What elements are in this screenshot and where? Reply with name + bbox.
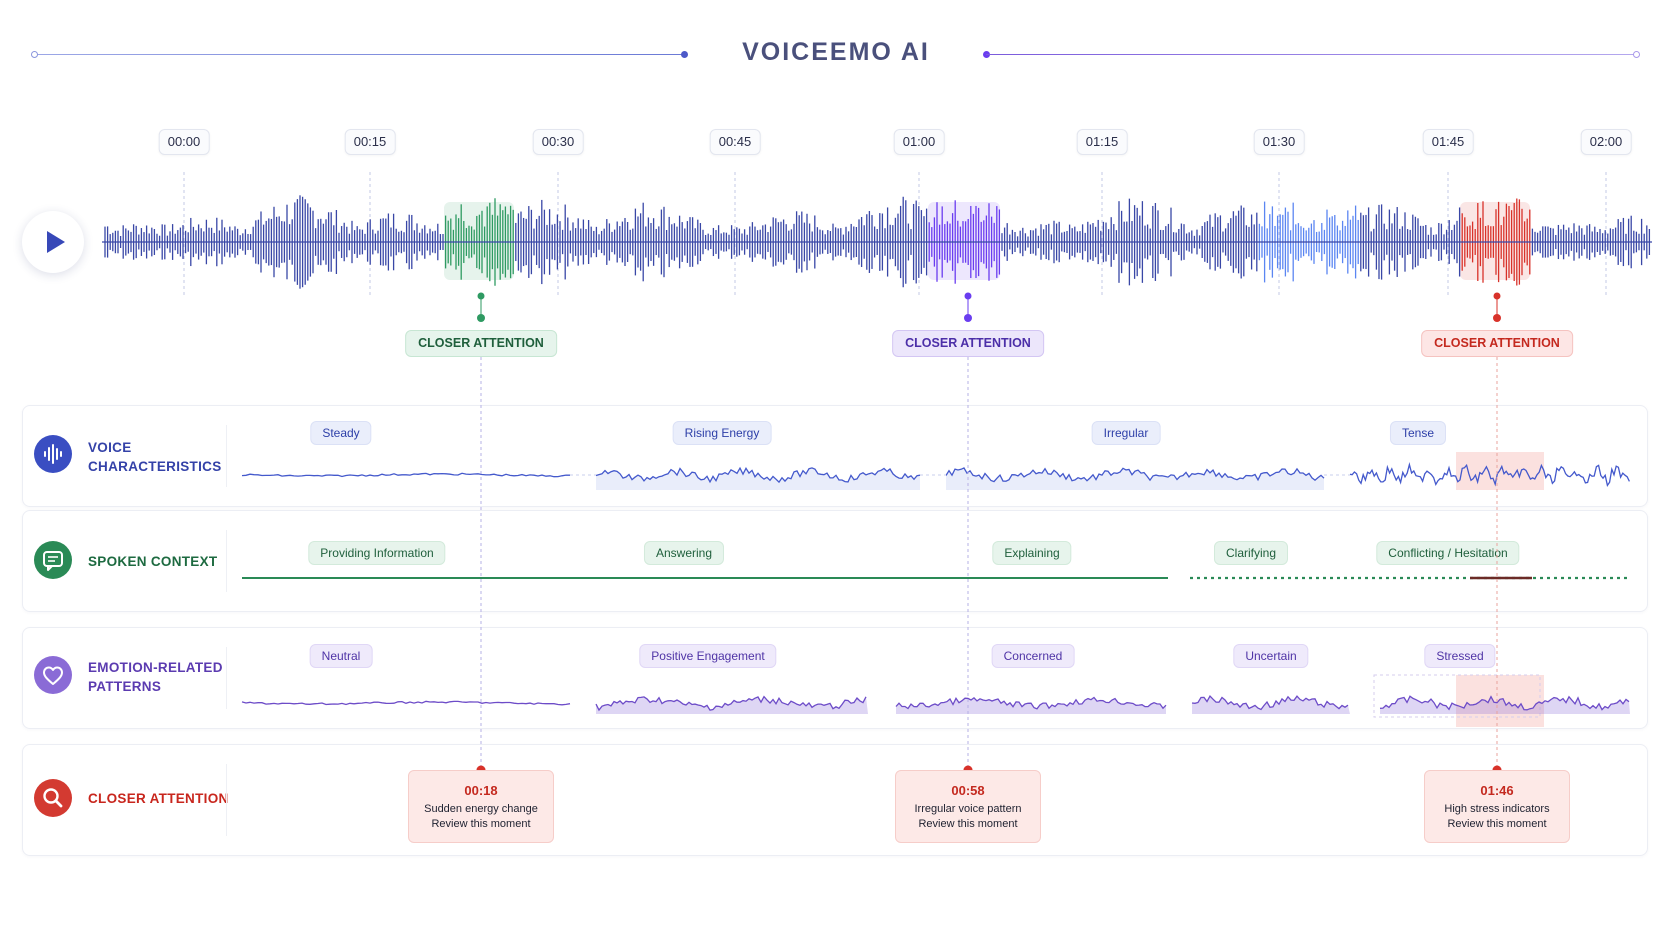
voice-segment-label: Steady <box>310 421 372 445</box>
attention-card-action[interactable]: Review this moment <box>918 818 1018 830</box>
closer-attention-marker-2[interactable]: CLOSER ATTENTION <box>892 330 1044 357</box>
closer-attention-title: CLOSER ATTENTION <box>88 791 229 806</box>
attention-card-time: 00:58 <box>951 783 985 798</box>
spoken-segment-label: Explaining <box>992 541 1072 565</box>
timeline-tick-label: 00:45 <box>709 129 761 155</box>
voice-segment-label: Irregular <box>1091 421 1161 445</box>
voice-segment-label: Tense <box>1389 421 1447 445</box>
emotion-segment-label: Stressed <box>1424 644 1496 668</box>
spoken-segment-label: Providing Information <box>308 541 446 565</box>
voice-segment-area <box>596 467 920 490</box>
heart-icon <box>34 656 72 694</box>
row-divider <box>226 647 227 709</box>
soundwave-icon <box>34 435 72 473</box>
row-divider <box>226 425 227 487</box>
header-dot-right-end <box>1633 51 1640 58</box>
emotion-segment-area <box>896 697 1166 714</box>
timeline-tick-label: 00:15 <box>344 129 396 155</box>
closer-attention-panel <box>22 744 1648 856</box>
timeline-tick-label: 00:00 <box>158 129 210 155</box>
app-title: VOICEEMO AI <box>742 38 930 66</box>
app-header: VOICEEMO AI <box>0 0 1672 110</box>
header-dot-left-inner <box>681 51 688 58</box>
chat-bubble-icon <box>34 541 72 579</box>
row-title-line: VOICE <box>88 440 132 455</box>
voice-characteristics-panel <box>22 405 1648 507</box>
emotion-segment-line <box>1191 695 1349 711</box>
row-divider <box>226 764 227 836</box>
play-icon <box>47 231 65 253</box>
closer-attention-marker-3[interactable]: CLOSER ATTENTION <box>1421 330 1573 357</box>
emotion-segment-line <box>1379 695 1630 711</box>
closer-attention-marker-1[interactable]: CLOSER ATTENTION <box>405 330 557 357</box>
emotion-segment-label: Concerned <box>991 644 1075 668</box>
voice-characteristics-title: VOICE CHARACTERISTICS <box>88 438 222 476</box>
voice-segment-line <box>241 472 571 478</box>
timeline-tick-label: 01:45 <box>1422 129 1474 155</box>
row-divider <box>226 530 227 592</box>
emotion-segment-area <box>596 696 868 714</box>
attention-card-2[interactable]: 00:58 Irregular voice pattern Review thi… <box>895 770 1041 843</box>
emotion-patterns-panel <box>22 627 1648 729</box>
audio-waveform[interactable] <box>0 150 1672 340</box>
attention-card-description: High stress indicators <box>1444 803 1550 815</box>
spoken-segment-label: Answering <box>643 541 725 565</box>
timeline-tick-label: 00:30 <box>532 129 584 155</box>
header-dot-left-end <box>31 51 38 58</box>
emotion-segment-area <box>1192 696 1350 714</box>
emotion-patterns-title: EMOTION-RELATED PATTERNS <box>88 658 223 696</box>
attention-card-1[interactable]: 00:18 Sudden energy change Review this m… <box>408 770 554 843</box>
attention-card-time: 00:18 <box>464 783 498 798</box>
emotion-stress-highlight <box>1456 675 1544 727</box>
play-button[interactable] <box>22 211 84 273</box>
spoken-segment-label: Conflicting / Hesitation <box>1376 541 1520 565</box>
timeline-tick-label: 01:30 <box>1253 129 1305 155</box>
voice-segment-line <box>945 467 1325 483</box>
attention-card-time: 01:46 <box>1480 783 1514 798</box>
voice-segment-label: Rising Energy <box>672 421 772 445</box>
emotion-segment-line <box>241 700 571 706</box>
timeline-tick-label: 01:15 <box>1076 129 1128 155</box>
attention-card-description: Sudden energy change <box>424 803 538 815</box>
spoken-context-title: SPOKEN CONTEXT <box>88 554 218 569</box>
voice-segment-line <box>1349 462 1630 488</box>
spoken-segment-label: Clarifying <box>1213 541 1289 565</box>
attention-card-action[interactable]: Review this moment <box>1447 818 1547 830</box>
attention-card-description: Irregular voice pattern <box>914 803 1022 815</box>
waveform-highlight-purple <box>928 202 1000 280</box>
timeline-tick-label: 02:00 <box>1580 129 1632 155</box>
attention-card-action[interactable]: Review this moment <box>431 818 531 830</box>
row-title-line: EMOTION-RELATED <box>88 660 223 675</box>
header-divider-right <box>986 54 1636 55</box>
emotion-stress-frame <box>1373 674 1541 718</box>
header-divider-left <box>34 54 684 55</box>
emotion-segment-line <box>595 695 867 712</box>
row-title-line: PATTERNS <box>88 679 162 694</box>
attention-card-3[interactable]: 01:46 High stress indicators Review this… <box>1424 770 1570 843</box>
emotion-segment-line <box>895 696 1167 710</box>
voice-segment-line <box>595 466 921 484</box>
timeline-tick-label: 01:00 <box>893 129 945 155</box>
emotion-segment-label: Neutral <box>309 644 373 668</box>
emotion-segment-label: Positive Engagement <box>639 644 777 668</box>
row-title-line: CHARACTERISTICS <box>88 459 222 474</box>
magnifier-icon <box>34 779 72 817</box>
emotion-segment-label: Uncertain <box>1233 644 1309 668</box>
